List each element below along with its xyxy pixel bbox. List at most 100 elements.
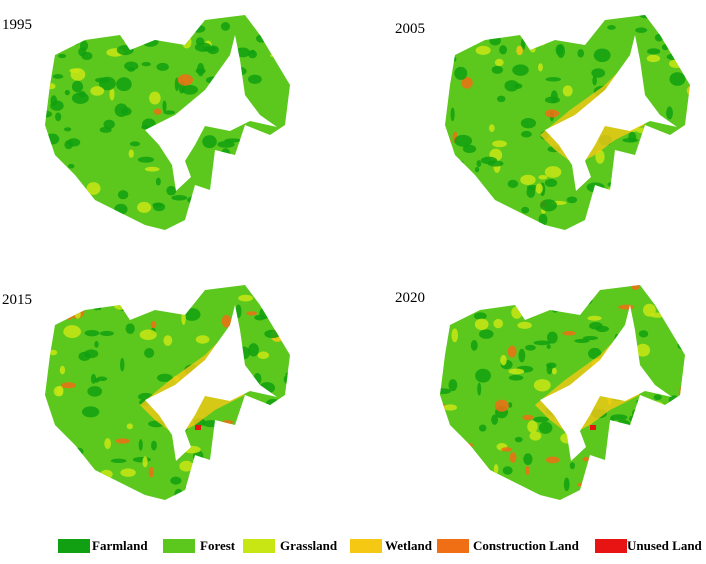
- patch: [538, 213, 548, 226]
- patch: [629, 191, 648, 198]
- patch: [179, 460, 194, 472]
- patch: [525, 344, 536, 351]
- patch: [563, 477, 570, 492]
- patch: [287, 36, 290, 45]
- patch: [170, 476, 182, 485]
- patch: [684, 35, 690, 46]
- patch: [496, 95, 506, 103]
- patch: [618, 304, 635, 310]
- patch: [635, 343, 651, 357]
- patch: [525, 465, 530, 476]
- patch: [546, 344, 551, 349]
- patch: [48, 294, 53, 304]
- patch: [278, 51, 289, 62]
- patch: [217, 141, 235, 148]
- patch: [252, 405, 257, 417]
- patch: [493, 464, 499, 474]
- patch: [619, 449, 633, 459]
- patch: [267, 435, 280, 443]
- patch: [104, 438, 112, 450]
- patch: [73, 498, 85, 500]
- patch: [285, 371, 290, 377]
- patch: [639, 430, 650, 438]
- patch: [127, 67, 135, 72]
- patch: [103, 24, 119, 32]
- patch: [602, 493, 620, 500]
- patch: [269, 199, 284, 210]
- patch: [239, 210, 248, 215]
- patch: [674, 32, 687, 40]
- patch: [445, 139, 452, 145]
- patch: [88, 492, 103, 500]
- patch: [237, 155, 243, 165]
- patch: [449, 56, 457, 63]
- patch: [533, 379, 551, 392]
- patch: [265, 398, 281, 411]
- patch: [492, 222, 507, 230]
- patch: [215, 162, 229, 175]
- legend-label: Grassland: [280, 538, 338, 553]
- patch: [221, 314, 232, 328]
- patch: [193, 206, 211, 215]
- patch: [596, 490, 606, 500]
- patch: [269, 441, 283, 454]
- patch: [631, 285, 640, 291]
- patch: [686, 85, 690, 96]
- patch: [110, 285, 123, 292]
- patch: [137, 156, 155, 163]
- patch: [523, 453, 533, 466]
- patch: [673, 40, 678, 48]
- patch: [71, 15, 86, 25]
- patch: [632, 408, 640, 419]
- patch: [74, 310, 81, 319]
- legend-label: Farmland: [92, 538, 148, 553]
- patch: [181, 84, 198, 95]
- patch: [156, 62, 169, 71]
- patch: [488, 22, 500, 29]
- patch: [533, 416, 549, 423]
- patch: [487, 285, 502, 295]
- legend-swatch: [163, 539, 195, 553]
- patch: [646, 54, 661, 63]
- patch: [582, 335, 599, 341]
- patch: [169, 285, 181, 295]
- patch: [195, 68, 206, 74]
- patch: [84, 329, 100, 337]
- patch: [220, 148, 231, 161]
- patch: [110, 490, 124, 498]
- patch: [440, 402, 446, 414]
- patch: [475, 45, 491, 55]
- patch: [545, 456, 560, 464]
- patch: [666, 106, 673, 120]
- patch: [195, 37, 205, 46]
- patch: [609, 417, 615, 427]
- patch: [174, 488, 183, 500]
- year-label: 2020: [395, 290, 425, 306]
- patch: [587, 315, 602, 321]
- patch: [202, 460, 210, 472]
- patch: [485, 16, 500, 22]
- patch: [488, 124, 495, 132]
- patch: [504, 80, 519, 92]
- patch: [607, 187, 624, 192]
- patch: [98, 76, 116, 91]
- patch: [547, 331, 558, 344]
- patch: [110, 458, 127, 464]
- patch: [523, 306, 541, 313]
- patch: [281, 145, 290, 153]
- patch: [545, 77, 562, 82]
- patch: [518, 348, 526, 363]
- year-label: 2005: [395, 21, 425, 37]
- patch: [484, 225, 498, 230]
- patch: [507, 179, 519, 189]
- patch: [63, 325, 81, 339]
- patch: [489, 223, 503, 230]
- patch: [202, 466, 210, 479]
- patch: [142, 296, 160, 306]
- patch: [187, 195, 205, 204]
- patch: [94, 378, 100, 383]
- patch: [218, 430, 223, 443]
- patch: [224, 138, 242, 143]
- patch: [474, 318, 489, 330]
- patch: [502, 466, 513, 475]
